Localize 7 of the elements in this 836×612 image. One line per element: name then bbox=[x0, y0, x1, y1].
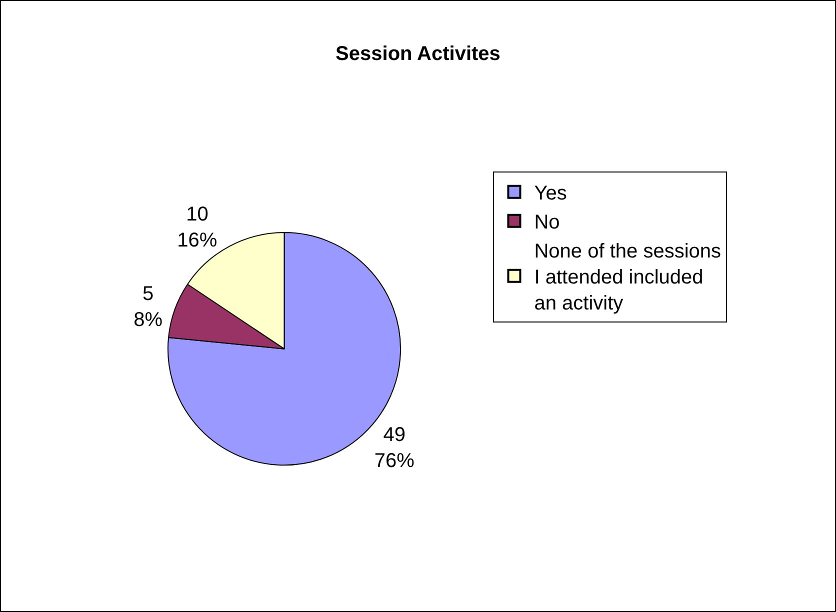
legend-label: Yes bbox=[534, 182, 567, 205]
chart-title: Session Activites bbox=[336, 42, 500, 65]
legend-label: None of the sessions I attended included an activity bbox=[534, 240, 722, 315]
data-label: 5 8% bbox=[134, 282, 163, 331]
data-label: 10 16% bbox=[177, 204, 218, 252]
legend-label: No bbox=[534, 212, 560, 234]
data-label: 49 76% bbox=[374, 424, 415, 472]
